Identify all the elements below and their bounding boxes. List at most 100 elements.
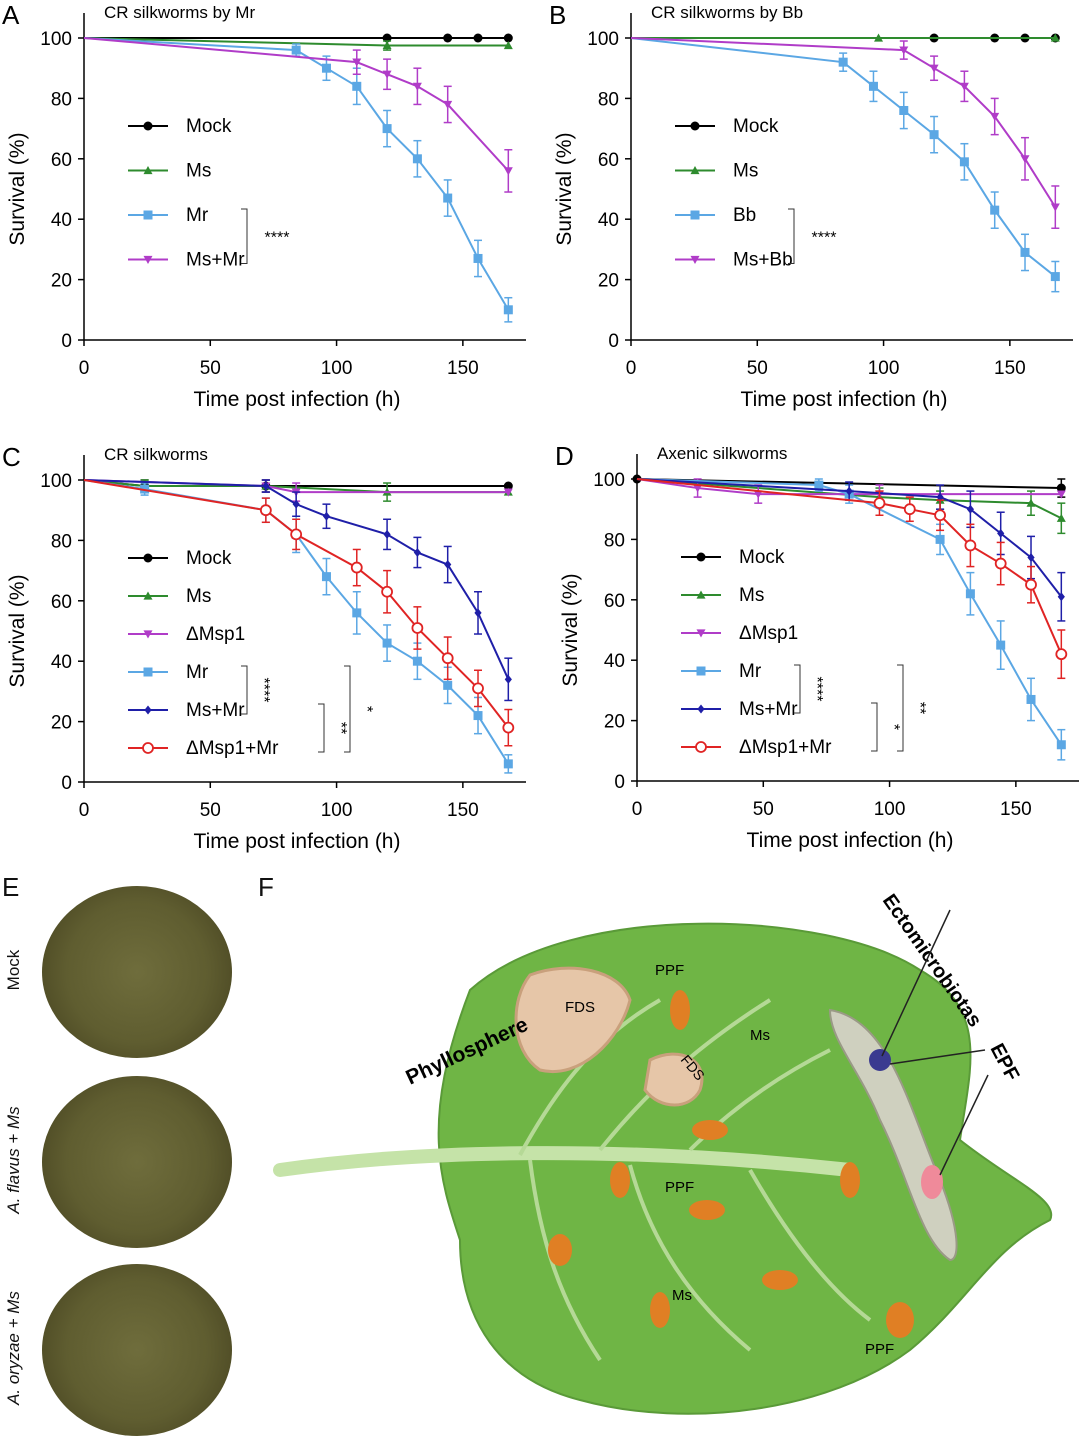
marker-open-circle bbox=[381, 585, 393, 598]
significance-label: **** bbox=[255, 678, 272, 703]
marker-square bbox=[321, 63, 331, 73]
series-ms-bb bbox=[630, 37, 1060, 230]
y-tick-label: 100 bbox=[40, 29, 72, 50]
chart-svg: C CR silkworms 0 20 40 60 80 100 0 50 100 150 Time p… bbox=[2, 442, 526, 853]
plate-label: A. flavus + Ms bbox=[4, 1106, 23, 1214]
marker-diamond bbox=[444, 560, 452, 570]
y-axis-label: Survival (%) bbox=[559, 573, 582, 686]
legend-item: Mr bbox=[681, 661, 762, 682]
legend-label: Ms bbox=[186, 161, 211, 182]
marker-inverted-triangle bbox=[990, 112, 1000, 122]
legend-label: ΔMsp1 bbox=[186, 624, 245, 645]
marker-triangle bbox=[874, 33, 884, 42]
fds-label: FDS bbox=[565, 999, 595, 1016]
marker-open-circle bbox=[502, 721, 515, 734]
marker-open-circle bbox=[472, 682, 484, 695]
x-tick-label: 50 bbox=[200, 800, 221, 821]
marker-triangle bbox=[143, 166, 153, 175]
marker-diamond bbox=[997, 528, 1005, 538]
marker-open-circle bbox=[903, 503, 916, 516]
marker-open-circle bbox=[994, 557, 1007, 570]
significance-label: ** bbox=[332, 722, 349, 734]
marker-diamond bbox=[413, 547, 421, 557]
marker-diamond bbox=[322, 511, 331, 521]
y-tick-label: 0 bbox=[61, 331, 72, 352]
legend-item: ΔMsp1+Mr bbox=[681, 737, 832, 758]
marker-square bbox=[503, 305, 513, 315]
x-tick-label: 0 bbox=[79, 358, 90, 379]
legend-label: Mock bbox=[186, 116, 232, 137]
marker-inverted-triangle bbox=[382, 70, 392, 79]
legend-label: Mr bbox=[186, 662, 209, 683]
ppf-label: PPF bbox=[655, 962, 684, 979]
legend-label: Mock bbox=[739, 547, 785, 568]
marker-square bbox=[690, 210, 700, 220]
marker-inverted-triangle bbox=[412, 82, 422, 91]
y-tick-label: 0 bbox=[608, 331, 619, 352]
y-tick-label: 0 bbox=[61, 773, 72, 794]
significance-bracket bbox=[788, 208, 795, 264]
marker-circle bbox=[143, 553, 153, 563]
significance-bracket bbox=[794, 664, 801, 714]
legend-item: Ms bbox=[681, 585, 764, 606]
legend-item: Mock bbox=[681, 547, 785, 568]
legend-label: Ms+Mr bbox=[739, 699, 798, 720]
chart-panel-a: A CR silkworms by Mr 0 20 40 60 80 100 0 50 100 150… bbox=[0, 0, 540, 440]
marker-circle bbox=[503, 33, 513, 43]
pointer-line bbox=[881, 909, 951, 1057]
significance-label: ** bbox=[911, 702, 928, 714]
marker-circle bbox=[382, 33, 392, 43]
y-tick-label: 20 bbox=[598, 271, 619, 292]
marker-square bbox=[965, 589, 975, 599]
y-tick-label: 80 bbox=[604, 530, 625, 551]
legend-label: Mr bbox=[186, 205, 209, 226]
marker-triangle bbox=[503, 41, 513, 50]
plate-a-flavus: A. flavus + Ms bbox=[0, 1070, 250, 1255]
marker-open-circle bbox=[441, 652, 454, 665]
legend-item: ΔMsp1 bbox=[128, 624, 245, 645]
y-tick-label: 40 bbox=[598, 210, 619, 231]
series--msp1-mr bbox=[636, 478, 1068, 680]
legend-item: Mock bbox=[128, 116, 232, 137]
significance-bracket bbox=[871, 702, 878, 752]
y-tick-label: 0 bbox=[614, 772, 625, 793]
legend-item: Ms bbox=[128, 161, 211, 182]
epf-label: EPF bbox=[986, 1040, 1024, 1085]
series-ms bbox=[631, 33, 1060, 42]
marker-square bbox=[291, 45, 301, 55]
marker-square bbox=[443, 680, 453, 690]
series--msp1-mr bbox=[83, 479, 515, 747]
x-tick-label: 150 bbox=[994, 358, 1026, 379]
marker-inverted-triangle bbox=[899, 46, 909, 55]
marker-inverted-triangle bbox=[929, 64, 939, 73]
significance-label: * bbox=[885, 724, 902, 730]
y-tick-label: 20 bbox=[604, 712, 625, 733]
y-axis-label: Survival (%) bbox=[6, 574, 29, 687]
marker-inverted-triangle bbox=[696, 629, 706, 638]
marker-inverted-triangle bbox=[143, 630, 153, 639]
series-line bbox=[636, 478, 1063, 746]
chart-svg: D Axenic silkworms 0 20 40 60 80 100 0 50 100 150 Ti… bbox=[555, 441, 1079, 852]
series-mock bbox=[84, 33, 513, 43]
legend-item: Bb bbox=[675, 205, 756, 226]
legend-label: Ms+Bb bbox=[733, 250, 793, 271]
chart-title: CR silkworms bbox=[104, 445, 208, 464]
y-tick-label: 100 bbox=[40, 471, 72, 492]
panel-label: C bbox=[2, 442, 21, 472]
marker-triangle bbox=[690, 166, 700, 175]
marker-diamond bbox=[383, 529, 391, 539]
marker-open-circle bbox=[259, 504, 272, 517]
marker-diamond bbox=[144, 705, 152, 715]
legend-item: Mr bbox=[128, 662, 209, 683]
marker-inverted-triangle bbox=[352, 58, 362, 67]
marker-open-circle bbox=[1055, 648, 1068, 661]
x-axis-label: Time post infection (h) bbox=[741, 388, 948, 411]
legend-label: Ms+Mr bbox=[186, 700, 245, 721]
legend-item: Mock bbox=[675, 116, 779, 137]
marker-triangle bbox=[1026, 498, 1036, 507]
fds-patch bbox=[643, 1052, 704, 1107]
marker-square bbox=[935, 534, 945, 544]
significance-label: **** bbox=[808, 677, 825, 702]
marker-open-circle bbox=[350, 561, 363, 574]
y-tick-label: 100 bbox=[587, 29, 619, 50]
